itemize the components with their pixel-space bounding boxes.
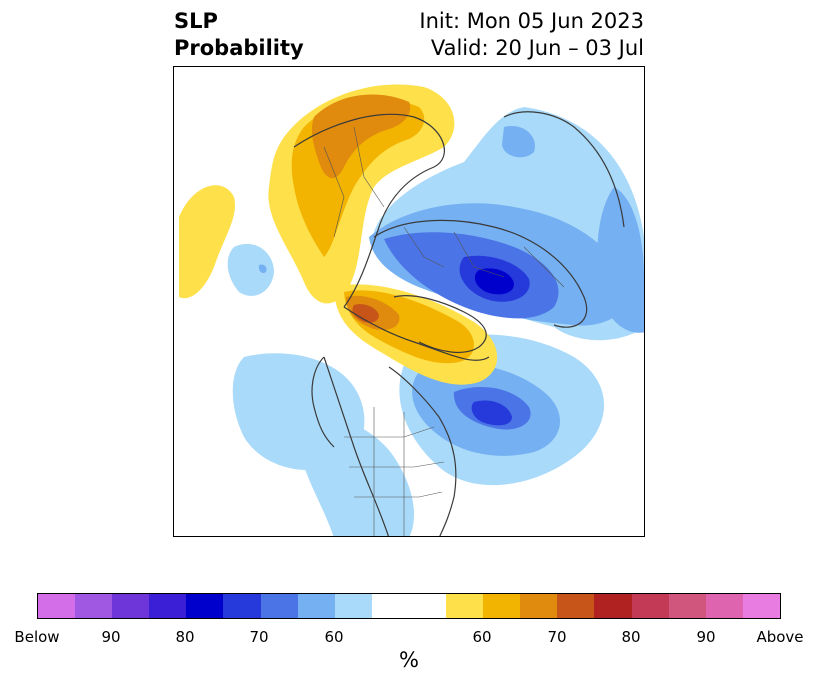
colorbar-segment (668, 594, 706, 618)
colorbar-tick-label: 90 (696, 628, 716, 646)
colorbar-unit: % (399, 648, 419, 672)
probability-map (173, 66, 645, 537)
colorbar-segment (557, 594, 595, 618)
colorbar-tick-label: 60 (472, 628, 492, 646)
colorbar-segment (483, 594, 521, 618)
colorbar-segment (223, 594, 261, 618)
colorbar-segment (742, 594, 780, 618)
below-normal-shading (227, 107, 644, 536)
colorbar-tick-label: Above (756, 628, 804, 646)
internal-borders (323, 126, 565, 536)
colorbar-segment (149, 594, 187, 618)
chart-title: SLP Probability (174, 8, 304, 62)
colorbar-tick-label: 70 (249, 628, 269, 646)
colorbar-tick-label: Below (14, 628, 60, 646)
colorbar-segment (520, 594, 558, 618)
above-normal-shading (179, 84, 498, 385)
colorbar-segment (112, 594, 150, 618)
init-date: Init: Mon 05 Jun 2023 (419, 9, 644, 33)
colorbar-tick-label: 80 (175, 628, 195, 646)
colorbar-segment (38, 594, 76, 618)
colorbar-segment (334, 594, 372, 618)
colorbar-segment (631, 594, 669, 618)
colorbar-segment (186, 594, 224, 618)
colorbar-tick-label: 70 (547, 628, 567, 646)
chart-dates: Init: Mon 05 Jun 2023 Valid: 20 Jun – 03… (419, 8, 644, 62)
colorbar-segment (446, 594, 484, 618)
map-svg (174, 67, 644, 536)
colorbar-tick-label: 80 (621, 628, 641, 646)
colorbar (37, 593, 781, 619)
colorbar-segment (594, 594, 632, 618)
coastlines (293, 111, 625, 536)
colorbar-tick-label: 90 (101, 628, 121, 646)
title-variable: SLP (174, 9, 218, 33)
colorbar-segment (408, 594, 447, 618)
colorbar-segment (260, 594, 298, 618)
colorbar-segment (371, 594, 409, 618)
valid-range: Valid: 20 Jun – 03 Jul (430, 36, 644, 60)
title-metric: Probability (174, 36, 304, 60)
colorbar-segment (75, 594, 113, 618)
colorbar-segment (705, 594, 743, 618)
colorbar-segment (297, 594, 335, 618)
colorbar-tick-label: 60 (324, 628, 344, 646)
